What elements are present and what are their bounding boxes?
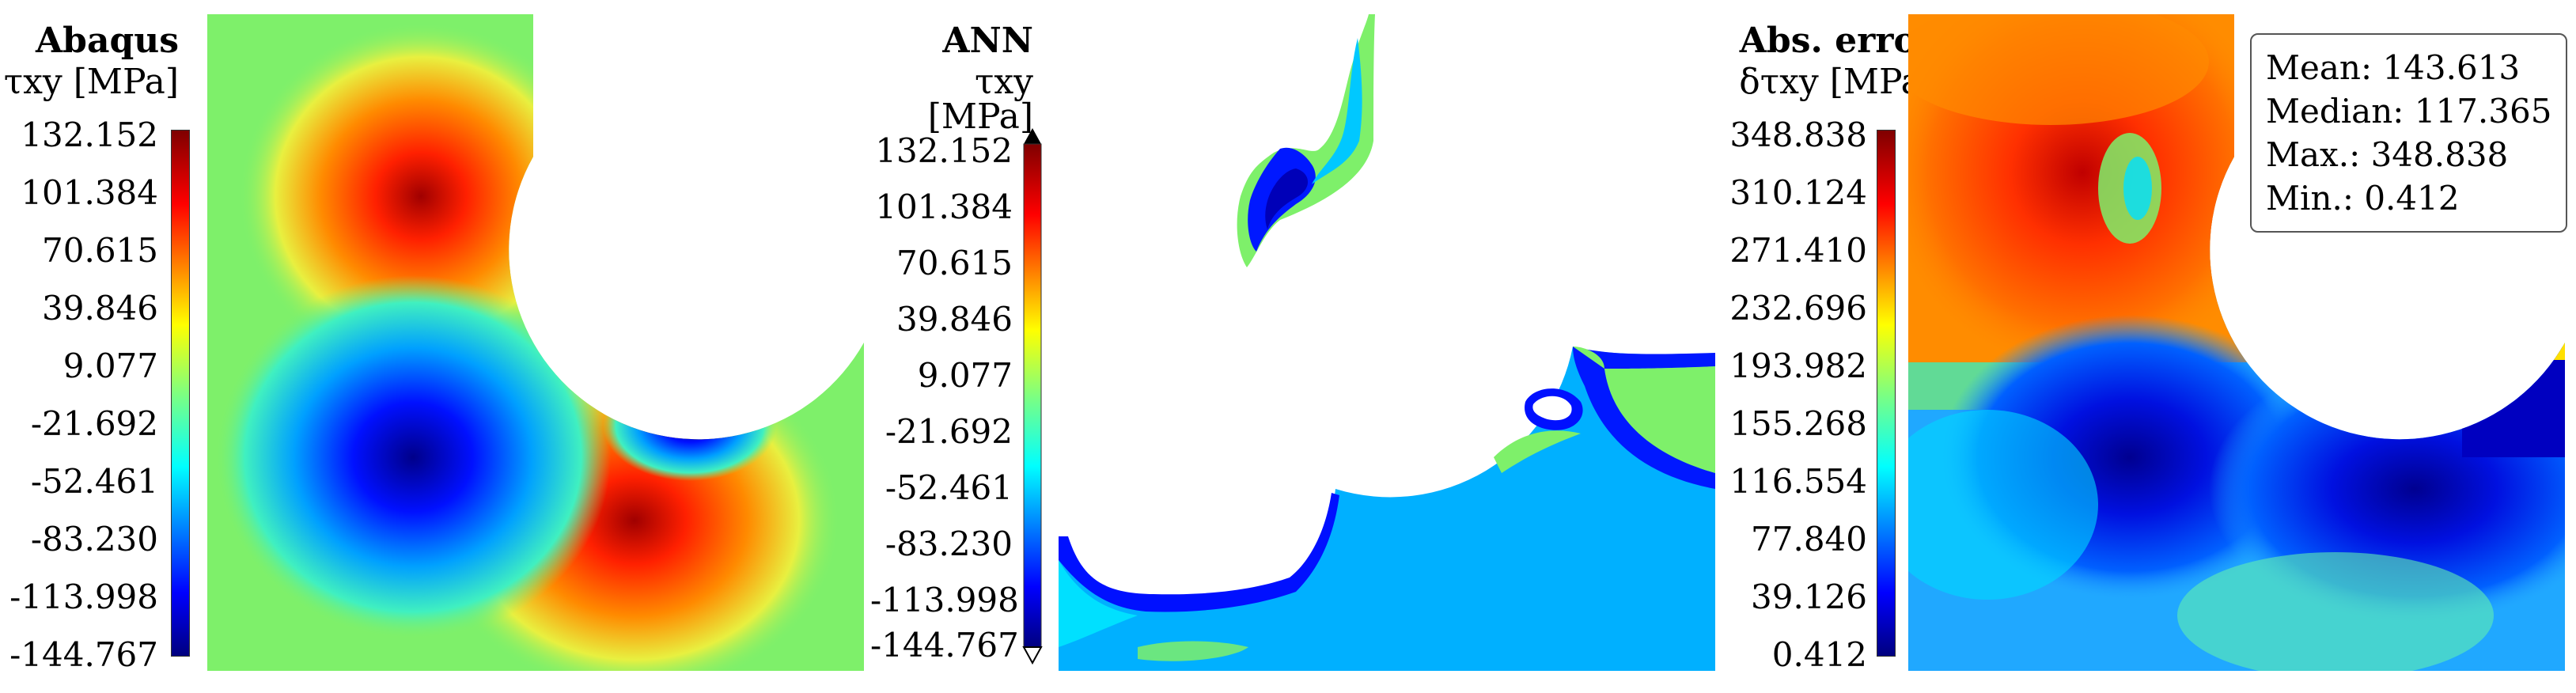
colorbar-tick: 39.126 [1751, 578, 1867, 616]
panel-title: Abs. error [1739, 21, 1935, 61]
colorbar [171, 130, 190, 657]
colorbar-tick: -52.461 [30, 462, 158, 501]
quantity-label: τxy [MPa] [927, 62, 1033, 137]
colorbar-tick: 77.840 [1751, 520, 1867, 559]
quantity-label: δτxy [MPa] [1739, 62, 1935, 102]
panel-title: Abaqus [36, 21, 179, 61]
colorbar-tick: 310.124 [1729, 173, 1867, 212]
colorbar-tick: 70.615 [42, 231, 158, 270]
colorbar-tick: 155.268 [1729, 404, 1867, 443]
colorbar [1022, 128, 1043, 665]
colorbar-tick: -83.230 [30, 520, 158, 559]
colorbar-tick: -113.998 [870, 581, 1019, 619]
stress-field-ann [1059, 14, 1715, 671]
stat-max: Max.: 348.838 [2266, 135, 2509, 174]
colorbar-tick: 348.838 [1729, 116, 1867, 154]
stat-mean: Mean: 143.613 [2266, 48, 2521, 87]
colorbar-tick: -113.998 [9, 578, 158, 616]
colorbar-tick: 39.846 [42, 289, 158, 328]
colorbar [1877, 130, 1896, 657]
colorbar-tick: 132.152 [21, 116, 158, 154]
colorbar-tick: 271.410 [1729, 231, 1867, 270]
colorbar-tick: -83.230 [885, 524, 1013, 563]
colorbar-tick: 132.152 [875, 131, 1013, 170]
quantity-label: τxy [MPa] [3, 62, 179, 102]
abaqus-panel: Abaqus τxy [MPa] 132.152 101.384 70.615 … [0, 0, 870, 693]
error-field [1908, 14, 2565, 671]
colorbar-tick: 9.077 [917, 356, 1013, 395]
colorbar-tick: -144.767 [9, 635, 158, 674]
stress-field-abaqus [207, 14, 864, 671]
error-panel: Abs. error δτxy [MPa] 348.838 310.124 27… [1725, 0, 2576, 693]
colorbar-tick: 193.982 [1729, 346, 1867, 385]
colorbar-tick: 39.846 [896, 300, 1013, 339]
error-statistics-box: Mean: 143.613 Median: 117.365 Max.: 348.… [2250, 33, 2568, 233]
colorbar-tick: 9.077 [63, 346, 158, 385]
stat-median: Median: 117.365 [2266, 92, 2552, 131]
colorbar-tick: -52.461 [885, 468, 1013, 507]
colorbar-tick: 101.384 [21, 173, 158, 212]
colorbar-tick: 0.412 [1771, 635, 1867, 674]
colorbar-tick: -21.692 [30, 404, 158, 443]
colorbar-tick: 70.615 [896, 244, 1013, 282]
stat-min: Min.: 0.412 [2266, 179, 2460, 218]
colorbar-tick: -21.692 [885, 412, 1013, 451]
colorbar-tick: 232.696 [1729, 289, 1867, 328]
colorbar-tick: -144.767 [870, 626, 1019, 665]
colorbar-tick: 101.384 [875, 187, 1013, 226]
ann-panel: ANN τxy [MPa] 132.152 101.384 70.615 39.… [870, 0, 1741, 693]
panel-title: ANN [942, 21, 1033, 61]
colorbar-tick: 116.554 [1729, 462, 1867, 501]
